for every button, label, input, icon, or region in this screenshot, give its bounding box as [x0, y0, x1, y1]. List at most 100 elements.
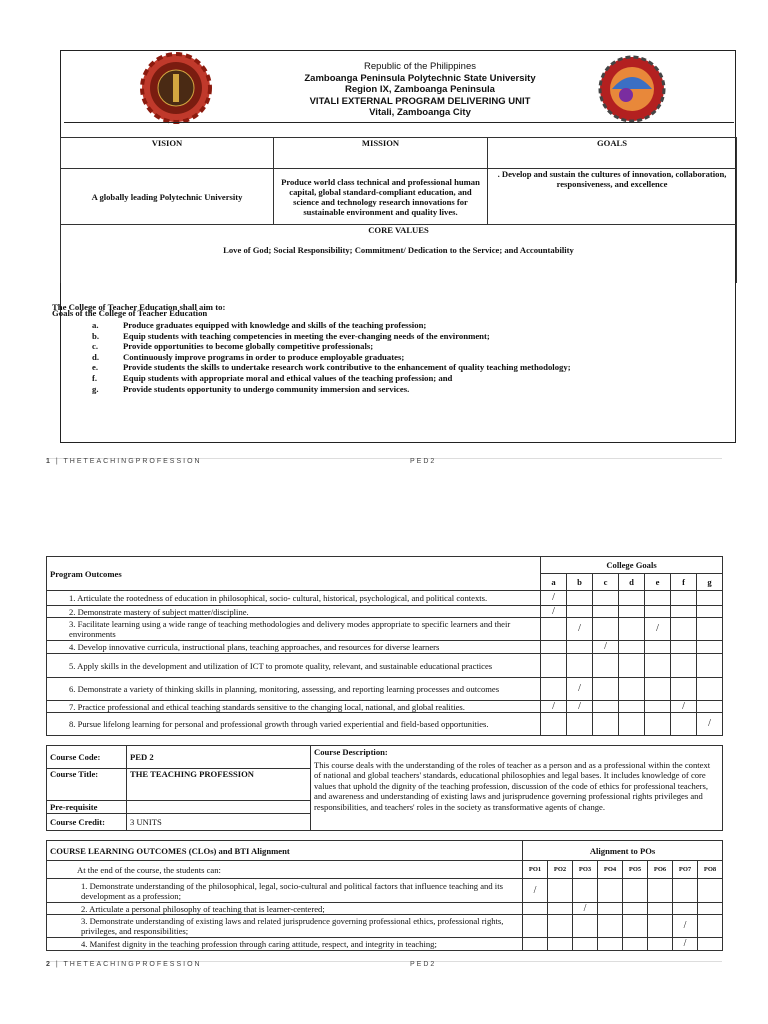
column-header-po2: PO2 — [547, 860, 573, 879]
alignment-mark: / — [670, 700, 697, 713]
vmg-table: VISION MISSION GOALS A globally leading … — [60, 137, 737, 283]
column-header-f: f — [670, 573, 697, 591]
goals-label: GOALS — [487, 137, 737, 169]
goal-letter: b. — [92, 330, 100, 341]
goal-text: Continuously improve programs in order t… — [123, 351, 405, 362]
alignment-mark — [592, 677, 619, 701]
column-header-row: At the end of the course, the students c… — [46, 860, 724, 879]
goal-letter: e. — [92, 362, 99, 373]
alignment-mark — [644, 653, 671, 678]
table-row: 8. Pursue lifelong learning for personal… — [46, 712, 724, 736]
footer-sep: | — [51, 458, 64, 465]
alignment-mark — [647, 878, 673, 903]
alignment-mark — [592, 617, 619, 641]
college-goal-item: c. Provide opportunities to become global… — [92, 341, 373, 352]
goals-text: . Develop and sustain the cultures of in… — [487, 168, 737, 225]
alignment-mark — [695, 677, 724, 701]
goal-text: Provide students the skills to undertake… — [123, 362, 571, 373]
goal-text: Equip students with appropriate moral an… — [123, 373, 453, 383]
footer-code-1: PED2 — [410, 458, 437, 465]
course-title: THE TEACHING PROFESSION — [126, 768, 311, 801]
alignment-mark — [572, 937, 598, 951]
goal-letter: c. — [92, 341, 99, 352]
alignment-mark: / — [672, 914, 698, 938]
alignment-mark — [644, 640, 671, 654]
column-header-po6: PO6 — [647, 860, 673, 879]
clo-alignment-table: COURSE LEARNING OUTCOMES (CLOs) and BTI … — [46, 840, 724, 951]
alignment-mark — [522, 914, 548, 938]
alignment-mark — [597, 937, 623, 951]
program-outcomes-table: Program Outcomes College Goals a b c d e f g 1. A… — [46, 556, 724, 736]
vision-text: A globally leading Polytechnic Universit… — [60, 168, 274, 225]
outcome-text: 3. Facilitate learning using a wide rang… — [46, 617, 541, 641]
alignment-mark — [670, 712, 697, 736]
alignment-mark — [695, 640, 724, 654]
college-goal-item: d. Continuously improve programs in order… — [92, 352, 404, 363]
alignment-mark — [572, 914, 598, 938]
alignment-mark — [540, 712, 567, 736]
alignment-mark — [622, 937, 648, 951]
alignment-mark — [647, 902, 673, 915]
header-unit: VITALI EXTERNAL PROGRAM DELIVERING UNIT — [309, 95, 531, 107]
alignment-mark — [647, 914, 673, 938]
column-header-d: d — [618, 573, 645, 591]
outcome-text: 7. Practice professional and ethical tea… — [46, 700, 541, 713]
alignment-mark — [566, 712, 593, 736]
alignment-mark — [618, 653, 645, 678]
goal-letter: g. — [92, 383, 99, 394]
core-values-text: Love of God; Social Responsibility; Comm… — [223, 245, 574, 255]
outcome-text: 4. Develop innovative curricula, instruc… — [46, 640, 541, 654]
table-row: 3. Facilitate learning using a wide rang… — [46, 617, 724, 641]
outcome-text: 2. Articulate a personal philosophy of t… — [46, 902, 523, 915]
footer-sep: | — [51, 961, 64, 968]
alignment-mark: / — [566, 617, 593, 641]
alignment-mark — [670, 590, 697, 606]
table-row: 6. Demonstrate a variety of thinking ski… — [46, 677, 724, 701]
table-header-row: Program Outcomes College Goals — [46, 556, 724, 591]
alignment-mark — [547, 914, 573, 938]
column-header-po8: PO8 — [696, 860, 724, 879]
alignment-mark — [672, 902, 698, 915]
alignment-mark — [644, 677, 671, 701]
table-label: Program Outcomes — [46, 556, 541, 591]
table-row: 1. Articulate the rootedness of educatio… — [46, 590, 724, 606]
table-intro: At the end of the course, the students c… — [46, 860, 523, 879]
alignment-mark — [644, 712, 671, 736]
alignment-mark — [566, 605, 593, 618]
column-group-label: College Goals — [539, 556, 724, 574]
mission-text: Produce world class technical and profes… — [273, 168, 488, 225]
alignment-mark — [592, 712, 619, 736]
column-header-po4: PO4 — [597, 860, 623, 879]
table-row: 2. Demonstrate mastery of subject matter… — [46, 605, 724, 618]
course-code-label: Course Code: — [46, 745, 127, 769]
footer-page-number: 1 — [46, 458, 52, 465]
footer-code-2: PED2 — [410, 961, 437, 968]
outcome-text: 3. Demonstrate understanding of existing… — [46, 914, 523, 938]
alignment-mark — [695, 617, 724, 641]
alignment-mark — [522, 902, 548, 915]
college-goal-item: b. Equip students with teaching competenc… — [92, 331, 490, 342]
alignment-mark — [696, 878, 724, 903]
outcome-text: 2. Demonstrate mastery of subject matter… — [46, 605, 541, 618]
table-row: 4. Develop innovative curricula, instruc… — [46, 640, 724, 654]
alignment-mark — [592, 605, 619, 618]
footer-page-2: 2 | THETEACHINGPROFESSION — [46, 961, 202, 968]
college-goals-intro: The College of Teacher Education shall a… — [52, 302, 226, 312]
alignment-mark — [695, 590, 724, 606]
alignment-mark — [644, 590, 671, 606]
alignment-mark — [696, 902, 724, 915]
footer-page-number: 2 — [46, 961, 52, 968]
mission-label: MISSION — [273, 137, 488, 169]
alignment-mark — [672, 878, 698, 903]
course-code: PED 2 — [126, 745, 311, 769]
alignment-mark — [592, 590, 619, 606]
alignment-mark — [547, 937, 573, 951]
course-description: This course deals with the understanding… — [314, 759, 711, 812]
alignment-mark — [647, 937, 673, 951]
alignment-mark — [592, 700, 619, 713]
unit-seal-logo — [598, 55, 666, 123]
course-description-label: Course Description: — [314, 747, 388, 757]
header-rule — [64, 122, 734, 123]
alignment-mark — [522, 937, 548, 951]
alignment-mark — [696, 914, 724, 938]
